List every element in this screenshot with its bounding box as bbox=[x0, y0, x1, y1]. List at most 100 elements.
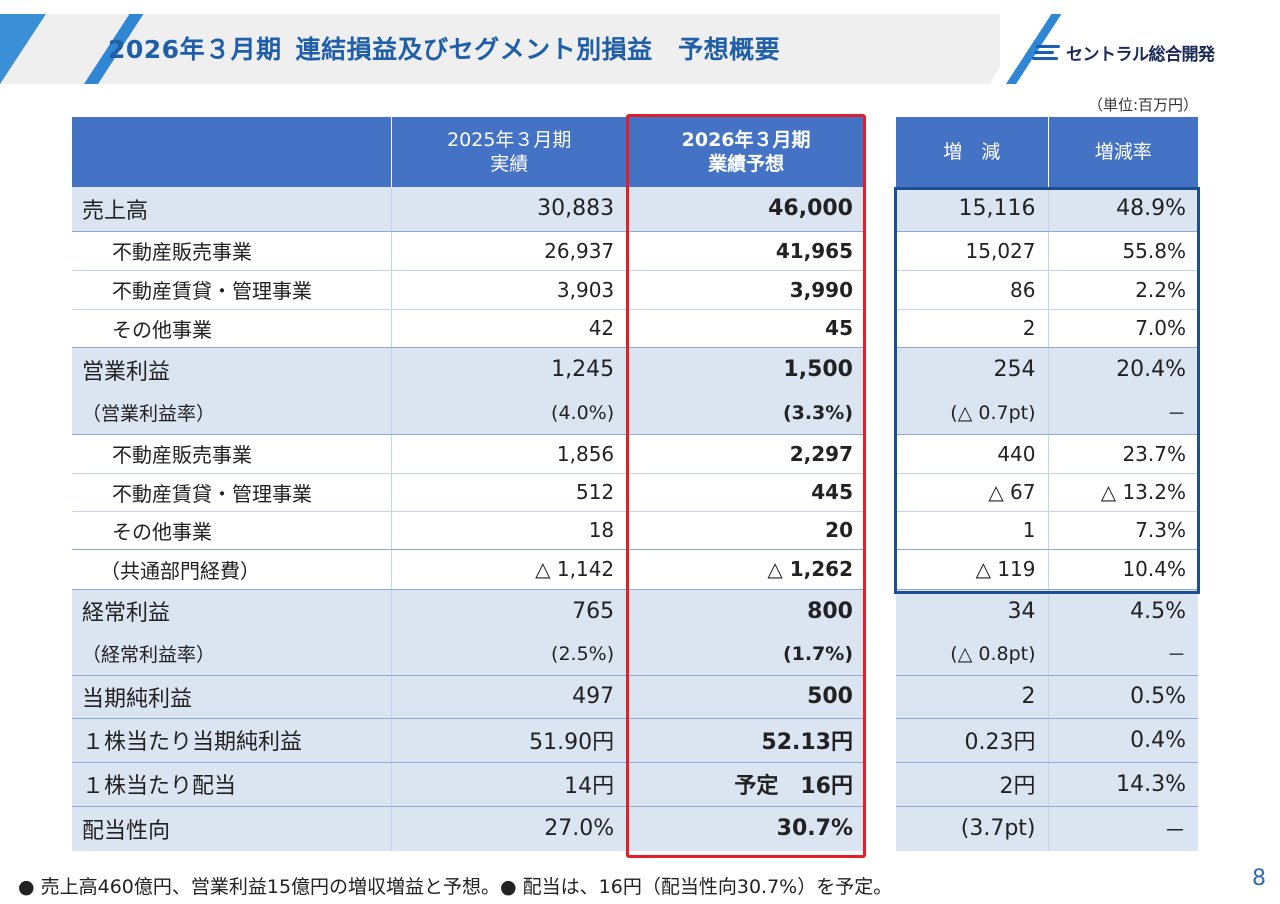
row-label: 不動産販売事業 bbox=[72, 231, 393, 271]
table-row: 34 4.5% bbox=[896, 589, 1198, 633]
difference-value: (3.7pt) bbox=[896, 806, 1049, 851]
unit-label: （単位:百万円） bbox=[1087, 96, 1198, 114]
row-label: 不動産販売事業 bbox=[72, 434, 393, 474]
difference-value: △ 67 bbox=[896, 473, 1049, 512]
table-row: その他事業 18 20 bbox=[72, 511, 866, 550]
prev-year-value: △ 1,142 bbox=[391, 549, 628, 590]
change-rate-value: 14.3% bbox=[1048, 762, 1198, 807]
change-rate-value: 7.3% bbox=[1048, 511, 1198, 550]
table-row: (3.7pt) － bbox=[896, 806, 1198, 851]
table-row: 0.23円 0.4% bbox=[896, 718, 1198, 763]
forecast-value: 41,965 bbox=[626, 231, 866, 271]
table-row: その他事業 42 45 bbox=[72, 309, 866, 348]
forecast-value: 予定 16円 bbox=[626, 762, 866, 807]
row-label: （営業利益率） bbox=[72, 392, 393, 435]
row-label: 不動産賃貸・管理事業 bbox=[72, 270, 393, 310]
forecast-value: 500 bbox=[626, 675, 866, 719]
row-label: １株当たり配当 bbox=[72, 762, 393, 807]
table-row: 経常利益 765 800 bbox=[72, 589, 866, 633]
page-title: 2026年３月期 連結損益及びセグメント別損益 予想概要 bbox=[108, 30, 780, 66]
forecast-value: 3,990 bbox=[626, 270, 866, 310]
forecast-value: (3.3%) bbox=[626, 392, 866, 435]
change-rate-value: 7.0% bbox=[1048, 309, 1198, 348]
difference-value: △ 119 bbox=[896, 549, 1049, 590]
change-rate-value: 55.8% bbox=[1048, 231, 1198, 271]
difference-table: 増 減 増減率 15,116 48.9% 15,027 55.8% 86 2.2% 2 7.0… bbox=[896, 117, 1198, 851]
change-rate-value: － bbox=[1048, 633, 1198, 676]
forecast-value: 30.7% bbox=[626, 806, 866, 851]
table-row: 2 7.0% bbox=[896, 309, 1198, 348]
table-row: △ 119 10.4% bbox=[896, 549, 1198, 590]
row-label: その他事業 bbox=[72, 511, 393, 550]
row-label: その他事業 bbox=[72, 309, 393, 348]
row-label: 配当性向 bbox=[72, 806, 393, 851]
page-title-subject: 連結損益及びセグメント別損益 予想概要 bbox=[295, 35, 781, 64]
difference-value: 1 bbox=[896, 511, 1049, 550]
prev-year-value: 42 bbox=[391, 309, 628, 348]
prev-year-value: 51.90円 bbox=[391, 718, 628, 763]
forecast-value: 52.13円 bbox=[626, 718, 866, 763]
table-row: 254 20.4% bbox=[896, 347, 1198, 392]
change-rate-value: 23.7% bbox=[1048, 434, 1198, 474]
header-prev-year: 2025年３月期 実績 bbox=[391, 117, 628, 187]
table-row: 86 2.2% bbox=[896, 270, 1198, 310]
company-logo: セントラル総合開発 bbox=[1032, 40, 1215, 65]
forecast-value: (1.7%) bbox=[626, 633, 866, 676]
change-rate-value: 10.4% bbox=[1048, 549, 1198, 590]
table-row: 配当性向 27.0% 30.7% bbox=[72, 806, 866, 851]
forecast-value: 46,000 bbox=[626, 187, 866, 232]
table-row: △ 67 △ 13.2% bbox=[896, 473, 1198, 512]
forecast-value: 2,297 bbox=[626, 434, 866, 474]
summary-note: ● 売上高460億円、営業利益15億円の増収増益と予想。● 配当は、16円（配当… bbox=[18, 876, 893, 898]
prev-year-value: 27.0% bbox=[391, 806, 628, 851]
difference-value: 15,116 bbox=[896, 187, 1049, 232]
prev-year-value: 26,937 bbox=[391, 231, 628, 271]
difference-value: 15,027 bbox=[896, 231, 1049, 271]
prev-year-value: (2.5%) bbox=[391, 633, 628, 676]
change-rate-value: 0.5% bbox=[1048, 675, 1198, 719]
change-rate-value: △ 13.2% bbox=[1048, 473, 1198, 512]
forecast-value: △ 1,262 bbox=[626, 549, 866, 590]
table-row: １株当たり配当 14円 予定 16円 bbox=[72, 762, 866, 807]
forecast-value: 800 bbox=[626, 589, 866, 633]
table-row: １株当たり当期純利益 51.90円 52.13円 bbox=[72, 718, 866, 763]
table-row: 当期純利益 497 500 bbox=[72, 675, 866, 719]
logo-icon bbox=[1032, 43, 1060, 63]
forecast-value: 45 bbox=[626, 309, 866, 348]
prev-year-value: 3,903 bbox=[391, 270, 628, 310]
table-row: 15,116 48.9% bbox=[896, 187, 1198, 232]
row-label: 営業利益 bbox=[72, 347, 393, 392]
row-label: 当期純利益 bbox=[72, 675, 393, 719]
difference-value: 2 bbox=[896, 675, 1049, 719]
row-label: １株当たり当期純利益 bbox=[72, 718, 393, 763]
table-row: (△ 0.7pt) － bbox=[896, 392, 1198, 435]
table-row: 不動産賃貸・管理事業 3,903 3,990 bbox=[72, 270, 866, 310]
prev-year-value: 14円 bbox=[391, 762, 628, 807]
change-rate-value: － bbox=[1048, 806, 1198, 851]
difference-value: 440 bbox=[896, 434, 1049, 474]
header-diff: 増 減 bbox=[896, 117, 1049, 187]
difference-value: 2 bbox=[896, 309, 1049, 348]
forecast-value: 445 bbox=[626, 473, 866, 512]
change-rate-value: 20.4% bbox=[1048, 347, 1198, 392]
table-row: 不動産販売事業 26,937 41,965 bbox=[72, 231, 866, 271]
table-row: 440 23.7% bbox=[896, 434, 1198, 474]
table-row: 売上高 30,883 46,000 bbox=[72, 187, 866, 232]
table-row: (△ 0.8pt) － bbox=[896, 633, 1198, 676]
table-row: 2 0.5% bbox=[896, 675, 1198, 719]
results-table: 2025年３月期 実績 2026年３月期 業績予想 売上高 30,883 46,000 不… bbox=[72, 117, 866, 851]
row-label: 経常利益 bbox=[72, 589, 393, 633]
prev-year-value: 765 bbox=[391, 589, 628, 633]
change-rate-value: 0.4% bbox=[1048, 718, 1198, 763]
difference-value: 0.23円 bbox=[896, 718, 1049, 763]
row-label: （経常利益率） bbox=[72, 633, 393, 676]
page-number: 8 bbox=[1252, 866, 1266, 891]
table-row: 営業利益 1,245 1,500 bbox=[72, 347, 866, 392]
prev-year-value: (4.0%) bbox=[391, 392, 628, 435]
forecast-value: 1,500 bbox=[626, 347, 866, 392]
difference-value: 254 bbox=[896, 347, 1049, 392]
difference-value: 86 bbox=[896, 270, 1049, 310]
change-rate-value: 4.5% bbox=[1048, 589, 1198, 633]
table-row: 2円 14.3% bbox=[896, 762, 1198, 807]
change-rate-value: － bbox=[1048, 392, 1198, 435]
